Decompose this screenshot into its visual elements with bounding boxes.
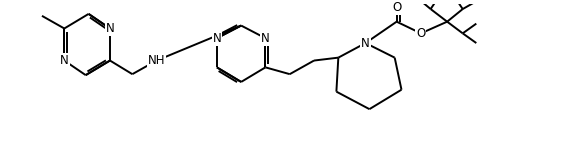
Text: N: N [212, 32, 221, 45]
Text: N: N [60, 54, 69, 67]
Text: O: O [392, 1, 401, 14]
Text: N: N [106, 22, 114, 35]
Text: N: N [261, 32, 270, 45]
Text: N: N [361, 37, 370, 50]
Text: O: O [416, 27, 425, 40]
Text: NH: NH [148, 54, 165, 67]
